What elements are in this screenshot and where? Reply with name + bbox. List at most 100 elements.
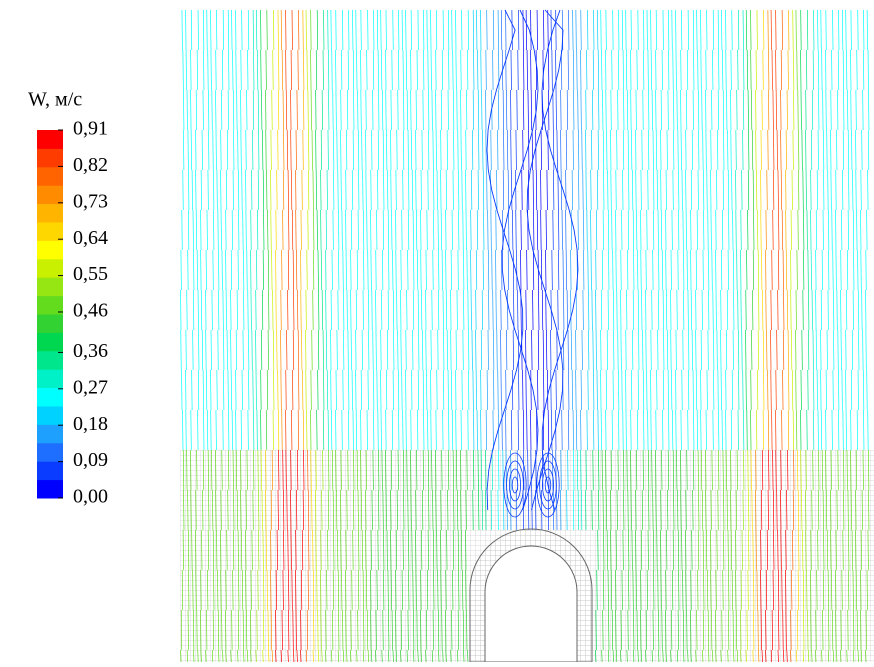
streamline <box>276 570 277 610</box>
streamline <box>641 570 642 610</box>
streamline <box>748 130 749 170</box>
colorbar-band <box>37 204 63 223</box>
streamline <box>186 10 187 50</box>
streamline <box>642 130 643 170</box>
streamline <box>183 170 184 210</box>
streamline <box>732 10 733 50</box>
streamline <box>863 50 864 90</box>
streamline <box>437 170 438 210</box>
streamline <box>866 290 867 330</box>
streamline <box>722 210 723 250</box>
streamline <box>187 450 188 490</box>
streamline <box>673 490 674 530</box>
streamline <box>231 650 232 662</box>
streamline <box>258 130 259 170</box>
streamline <box>261 370 262 410</box>
streamline <box>277 170 278 210</box>
colorbar-band <box>37 351 63 370</box>
streamline <box>346 130 347 170</box>
streamline <box>482 490 483 530</box>
streamline <box>267 10 268 50</box>
streamline <box>728 250 729 290</box>
streamline <box>771 290 772 330</box>
streamline <box>418 650 419 662</box>
streamline <box>438 610 439 650</box>
streamline <box>673 130 674 170</box>
streamline <box>348 50 349 90</box>
streamline <box>428 50 429 90</box>
streamline <box>232 410 233 450</box>
streamline <box>721 290 722 330</box>
streamline <box>386 490 387 530</box>
streamline <box>681 10 682 50</box>
streamline <box>822 450 823 490</box>
streamline <box>241 50 242 90</box>
streamline <box>818 530 819 570</box>
streamline <box>311 10 312 50</box>
streamline <box>667 330 668 370</box>
streamline <box>806 450 807 490</box>
streamline <box>366 490 367 530</box>
streamline <box>233 50 234 90</box>
streamline <box>636 570 637 610</box>
streamline <box>193 610 194 650</box>
streamline <box>408 250 409 290</box>
streamline <box>741 210 742 250</box>
streamline <box>772 410 773 450</box>
streamline <box>391 210 392 250</box>
streamline <box>182 570 183 610</box>
streamline <box>771 330 772 370</box>
streamline <box>247 650 248 662</box>
streamline <box>823 530 824 570</box>
streamline <box>616 530 617 570</box>
streamline <box>338 250 339 290</box>
streamline <box>698 530 699 570</box>
streamline <box>407 450 408 490</box>
streamline <box>693 10 694 50</box>
streamline <box>857 50 858 90</box>
streamline <box>493 290 494 330</box>
streamline <box>303 410 304 450</box>
streamline <box>333 170 334 210</box>
streamline <box>751 410 752 450</box>
streamline <box>791 330 792 370</box>
streamline <box>863 410 864 450</box>
streamline <box>292 210 293 250</box>
streamline <box>412 330 413 370</box>
streamline <box>666 570 667 610</box>
streamline <box>682 170 683 210</box>
streamline <box>556 10 557 50</box>
streamline <box>567 290 568 330</box>
streamline <box>373 90 374 130</box>
streamline <box>591 210 592 250</box>
streamline <box>361 50 362 90</box>
streamline <box>226 170 227 210</box>
streamline <box>732 370 733 410</box>
streamline <box>388 290 389 330</box>
streamline <box>322 650 323 662</box>
streamline <box>753 610 754 650</box>
streamline <box>373 410 374 450</box>
streamline <box>763 50 764 90</box>
streamline <box>573 490 574 530</box>
streamline <box>683 250 684 290</box>
streamline <box>782 210 783 250</box>
streamline <box>721 370 722 410</box>
streamline <box>481 10 482 50</box>
streamline <box>523 410 524 450</box>
streamline <box>807 10 808 50</box>
streamline <box>243 250 244 290</box>
streamline <box>761 610 762 650</box>
streamline <box>816 610 817 650</box>
streamline <box>458 570 459 610</box>
streamline <box>613 370 614 410</box>
streamline <box>292 370 293 410</box>
streamline <box>213 530 214 570</box>
streamline <box>528 90 529 130</box>
streamline <box>671 250 672 290</box>
streamline <box>393 370 394 410</box>
streamline <box>428 130 429 170</box>
streamline <box>788 50 789 90</box>
streamline <box>536 170 537 210</box>
streamline <box>466 210 467 250</box>
